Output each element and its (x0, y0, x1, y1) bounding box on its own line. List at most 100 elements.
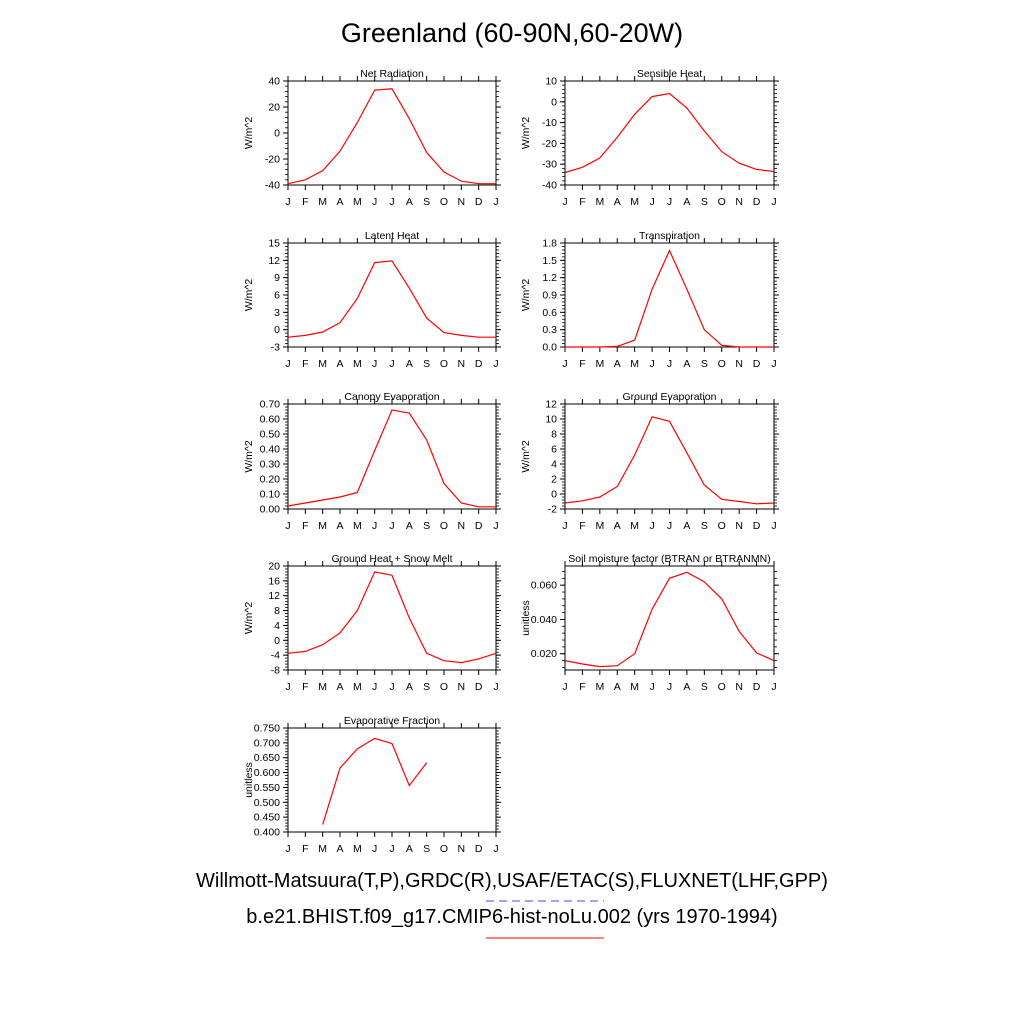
y-tick-label: 0.750 (254, 723, 280, 735)
x-tick-label: M (630, 520, 639, 532)
x-tick-label: A (336, 681, 343, 693)
y-tick-label: 0.650 (254, 752, 280, 764)
y-tick-label: 0 (274, 324, 280, 336)
y-axis-label: W/m^2 (520, 117, 532, 150)
panel-title: Ground Heat + Snow Melt (331, 553, 452, 565)
page-title: Greenland (60-90N,60-20W) (340, 18, 684, 48)
plot-frame (287, 242, 497, 348)
chart-panel: Canopy Evaporation W/m^2 0.00 0.10 0.20 0.30 0… (243, 391, 501, 532)
x-tick-label: D (475, 358, 483, 370)
y-tick-label: 0.450 (254, 812, 280, 824)
x-tick-label: F (302, 196, 308, 208)
y-axis-label: W/m^2 (520, 440, 532, 473)
y-tick-label: 0.30 (260, 459, 281, 471)
panel-title: Transpiration (639, 230, 700, 242)
y-tick-label: 4 (551, 459, 557, 471)
y-axis-label: W/m^2 (243, 602, 255, 635)
x-tick-label: J (493, 196, 498, 208)
x-tick-label: O (440, 843, 448, 855)
y-tick-label: 0 (551, 96, 557, 108)
y-tick-label: -40 (542, 180, 557, 192)
series-line (564, 416, 775, 505)
legend-obs-label: Willmott-Matsuura(T,P),GRDC(R),USAF/ETAC… (196, 870, 828, 892)
plot-frame (287, 80, 497, 186)
series-line (287, 88, 496, 185)
y-tick-label: 12 (268, 255, 280, 267)
panel-title: Canopy Evaporation (344, 391, 439, 403)
y-tick-label: 0.040 (531, 614, 557, 626)
x-tick-label: J (493, 681, 498, 693)
y-tick-label: 6 (551, 444, 557, 456)
x-tick-label: J (667, 196, 672, 208)
panel-title: Ground Evaporation (623, 391, 717, 403)
y-tick-label: -4 (271, 650, 280, 662)
plot-frame (564, 565, 775, 671)
x-tick-label: J (562, 520, 567, 532)
y-tick-label: 0.3 (542, 324, 557, 336)
y-tick-label: 8 (274, 605, 280, 617)
y-tick-label: 3 (274, 307, 280, 319)
panel-title: Latent Heat (365, 230, 419, 242)
x-tick-label: M (630, 358, 639, 370)
x-tick-label: S (423, 520, 430, 532)
x-tick-label: A (683, 520, 690, 532)
y-tick-label: 6 (274, 290, 280, 302)
x-tick-label: D (475, 520, 483, 532)
x-tick-label: J (285, 681, 290, 693)
x-tick-label: M (595, 358, 604, 370)
y-tick-label: 10 (545, 414, 557, 426)
y-tick-label: -10 (542, 117, 557, 129)
plot-frame (287, 403, 497, 510)
y-tick-label: 0.70 (260, 399, 281, 411)
x-tick-label: J (493, 520, 498, 532)
y-tick-label: -20 (542, 138, 557, 150)
x-tick-label: M (353, 843, 362, 855)
series-line (287, 260, 496, 338)
y-axis-label: unitless (520, 600, 532, 636)
x-tick-label: O (440, 681, 448, 693)
x-tick-label: J (649, 520, 654, 532)
x-tick-label: D (753, 196, 761, 208)
y-tick-label: 9 (274, 272, 280, 284)
x-tick-label: A (406, 843, 413, 855)
x-tick-label: A (406, 520, 413, 532)
x-tick-label: N (735, 520, 743, 532)
y-tick-label: 0.10 (260, 489, 281, 501)
x-tick-label: M (353, 196, 362, 208)
x-tick-label: S (423, 681, 430, 693)
plot-frame (564, 403, 775, 510)
panel-title: Evaporative Fraction (344, 715, 440, 727)
x-tick-label: M (318, 681, 327, 693)
x-tick-label: A (614, 520, 621, 532)
x-tick-label: S (701, 358, 708, 370)
x-tick-label: F (302, 358, 308, 370)
y-tick-label: 0.9 (542, 290, 557, 302)
y-tick-label: 0.20 (260, 474, 281, 486)
x-tick-label: J (285, 520, 290, 532)
x-tick-label: J (389, 358, 394, 370)
x-tick-label: M (595, 681, 604, 693)
x-tick-label: F (579, 520, 585, 532)
x-tick-label: J (389, 520, 394, 532)
x-tick-label: D (753, 681, 761, 693)
x-tick-label: F (579, 681, 585, 693)
y-tick-label: 20 (268, 102, 280, 114)
x-tick-label: M (595, 520, 604, 532)
x-tick-label: S (423, 358, 430, 370)
y-axis-label: unitless (243, 762, 255, 798)
x-tick-label: J (493, 358, 498, 370)
plot-frame (564, 80, 775, 186)
x-tick-label: N (458, 196, 466, 208)
x-tick-label: J (372, 681, 377, 693)
y-tick-label: 0.700 (254, 737, 280, 749)
x-tick-label: A (336, 843, 343, 855)
x-tick-label: J (285, 358, 290, 370)
x-tick-label: N (735, 681, 743, 693)
y-tick-label: 1.2 (542, 272, 557, 284)
y-tick-label: -8 (271, 665, 280, 677)
x-tick-label: D (753, 358, 761, 370)
x-tick-label: M (318, 843, 327, 855)
x-tick-label: J (649, 196, 654, 208)
y-tick-label: 0 (551, 489, 557, 501)
